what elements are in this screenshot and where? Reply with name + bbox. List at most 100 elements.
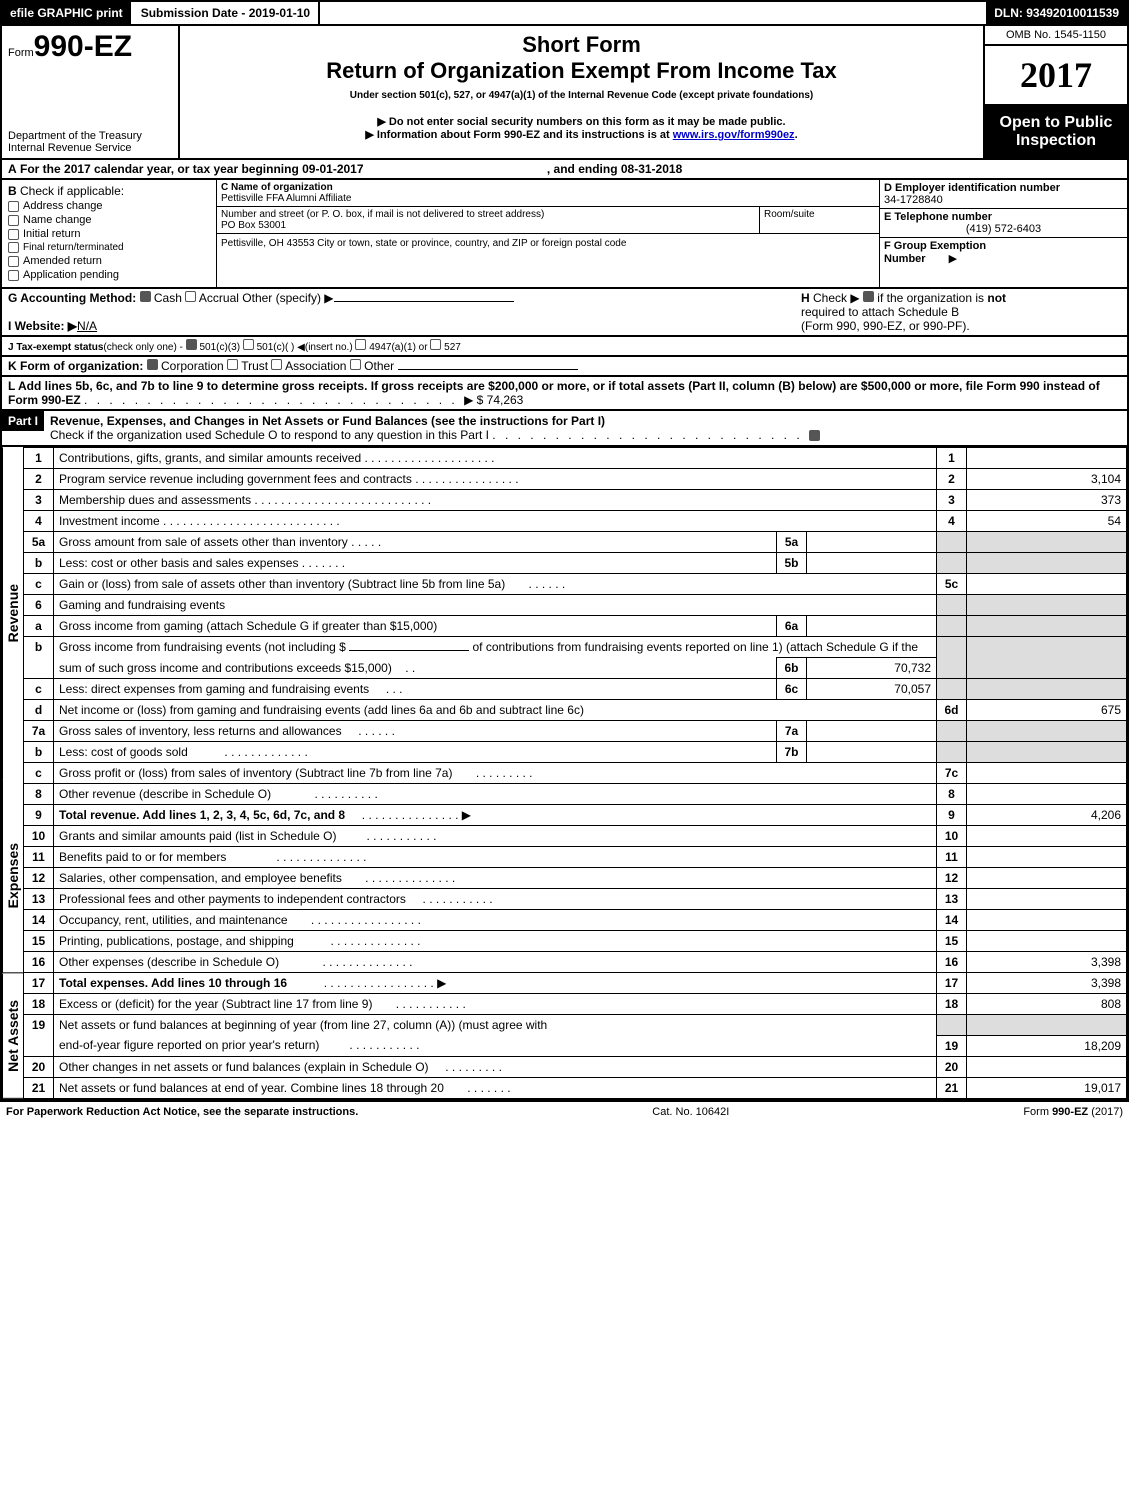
efile-print-button[interactable]: efile GRAPHIC print [2, 2, 133, 24]
rn [937, 721, 967, 742]
rn [937, 637, 967, 679]
chk-amended[interactable]: Amended return [8, 255, 210, 267]
ln: b [24, 742, 54, 763]
checkbox-icon[interactable] [809, 430, 820, 441]
header: Form990-EZ Department of the Treasury In… [0, 26, 1129, 160]
checkbox-icon[interactable] [147, 359, 158, 370]
ld: Contributions, gifts, grants, and simila… [54, 448, 937, 469]
b-check-label: Check if applicable: [20, 184, 124, 198]
form-number: Form990-EZ [8, 30, 172, 64]
ld: sum of such gross income and contributio… [54, 658, 777, 679]
city-line: Pettisville, OH 43553 City or town, stat… [217, 234, 879, 253]
checkbox-icon[interactable] [186, 339, 197, 350]
ln: 7a [24, 721, 54, 742]
ld: Professional fees and other payments to … [54, 889, 937, 910]
b-column: B Check if applicable: Address change Na… [2, 180, 217, 287]
ld: Gain or (loss) from sale of assets other… [54, 574, 937, 595]
table-row: 15Printing, publications, postage, and s… [24, 931, 1127, 952]
spacer [320, 2, 986, 24]
checkbox-icon[interactable] [863, 291, 874, 302]
rv [967, 1056, 1127, 1077]
checkbox-icon[interactable] [8, 201, 19, 212]
g-block: G Accounting Method: Cash Accrual Other … [8, 291, 514, 333]
lt: Other revenue (describe in Schedule O) [59, 787, 271, 801]
chk-application[interactable]: Application pending [8, 269, 210, 281]
k-line: K Form of organization: Corporation Trus… [0, 357, 1129, 377]
k-other-input[interactable] [398, 369, 578, 370]
department: Department of the Treasury Internal Reve… [8, 130, 172, 154]
checkbox-icon[interactable] [8, 270, 19, 281]
header-mid: Short Form Return of Organization Exempt… [180, 26, 983, 158]
table-row: 3Membership dues and assessments . . . .… [24, 490, 1127, 511]
table-row: cGain or (loss) from sale of assets othe… [24, 574, 1127, 595]
g-other: Other (specify) ▶ [242, 291, 333, 305]
rv: 54 [967, 511, 1127, 532]
irs-link[interactable]: www.irs.gov/form990ez [673, 129, 795, 141]
e-row: E Telephone number (419) 572-6403 [880, 209, 1127, 238]
tax-year: 2017 [985, 46, 1127, 106]
ln: c [24, 679, 54, 700]
h-block: H Check ▶ if the organization is not req… [801, 291, 1121, 333]
table-row: cLess: direct expenses from gaming and f… [24, 679, 1127, 700]
side-netassets: Net Assets [2, 974, 23, 1099]
sv [807, 721, 937, 742]
g-other-input[interactable] [334, 301, 514, 302]
ln: 8 [24, 784, 54, 805]
ln: 20 [24, 1056, 54, 1077]
table-row: 14Occupancy, rent, utilities, and mainte… [24, 910, 1127, 931]
checkbox-icon[interactable] [271, 359, 282, 370]
lt: end-of-year figure reported on prior yea… [59, 1038, 319, 1052]
side-labels: Revenue Expenses Net Assets [2, 447, 23, 1099]
lt: Professional fees and other payments to … [59, 892, 406, 906]
ld: Grants and similar amounts paid (list in… [54, 826, 937, 847]
chk-name[interactable]: Name change [8, 214, 210, 226]
fundraising-input[interactable] [349, 650, 469, 651]
header-left: Form990-EZ Department of the Treasury In… [2, 26, 180, 158]
lines-table: 1Contributions, gifts, grants, and simil… [23, 447, 1127, 1099]
table-row: bLess: cost or other basis and sales exp… [24, 553, 1127, 574]
checkbox-icon[interactable] [8, 242, 19, 253]
checkbox-icon[interactable] [8, 215, 19, 226]
chk-address[interactable]: Address change [8, 200, 210, 212]
g-accrual: Accrual [199, 291, 239, 305]
rn [937, 679, 967, 700]
sn: 5a [777, 532, 807, 553]
ln: 1 [24, 448, 54, 469]
radio-icon[interactable] [140, 291, 151, 302]
checkbox-icon[interactable] [8, 256, 19, 267]
a-label: A [8, 162, 17, 176]
form-prefix: Form [8, 47, 34, 59]
lt: Investment income [59, 514, 160, 528]
side-revenue: Revenue [2, 447, 23, 779]
chk-final[interactable]: Final return/terminated [8, 242, 210, 253]
bcd-block: B Check if applicable: Address change Na… [0, 180, 1129, 289]
app-label: Application pending [23, 269, 119, 281]
checkbox-icon[interactable] [430, 339, 441, 350]
street-label: Number and street (or P. O. box, if mail… [221, 209, 755, 220]
name-label: Name change [23, 214, 92, 226]
c-label: C Name of organization [221, 182, 875, 193]
footer-cat: Cat. No. 10642I [652, 1106, 729, 1118]
org-name: Pettisville FFA Alumni Affiliate [221, 193, 875, 204]
rn: 1 [937, 448, 967, 469]
submission-date: Submission Date - 2019-01-10 [133, 2, 320, 24]
checkbox-icon[interactable] [243, 339, 254, 350]
table-row: 18Excess or (deficit) for the year (Subt… [24, 994, 1127, 1015]
lt: Printing, publications, postage, and shi… [59, 934, 294, 948]
sn: 7a [777, 721, 807, 742]
ld: Gross income from fundraising events (no… [54, 637, 937, 658]
d-row: D Employer identification number 34-1728… [880, 180, 1127, 209]
ln: 16 [24, 952, 54, 973]
ld: Net assets or fund balances at end of ye… [54, 1077, 937, 1098]
checkbox-icon[interactable] [227, 359, 238, 370]
checkbox-icon[interactable] [8, 229, 19, 240]
checkbox-icon[interactable] [355, 339, 366, 350]
radio-icon[interactable] [185, 291, 196, 302]
g-cash: Cash [154, 291, 182, 305]
rv: 19,017 [967, 1077, 1127, 1098]
checkbox-icon[interactable] [350, 359, 361, 370]
lt: Less: cost of goods sold [59, 745, 188, 759]
chk-initial[interactable]: Initial return [8, 228, 210, 240]
table-row: 13Professional fees and other payments t… [24, 889, 1127, 910]
rv [967, 763, 1127, 784]
